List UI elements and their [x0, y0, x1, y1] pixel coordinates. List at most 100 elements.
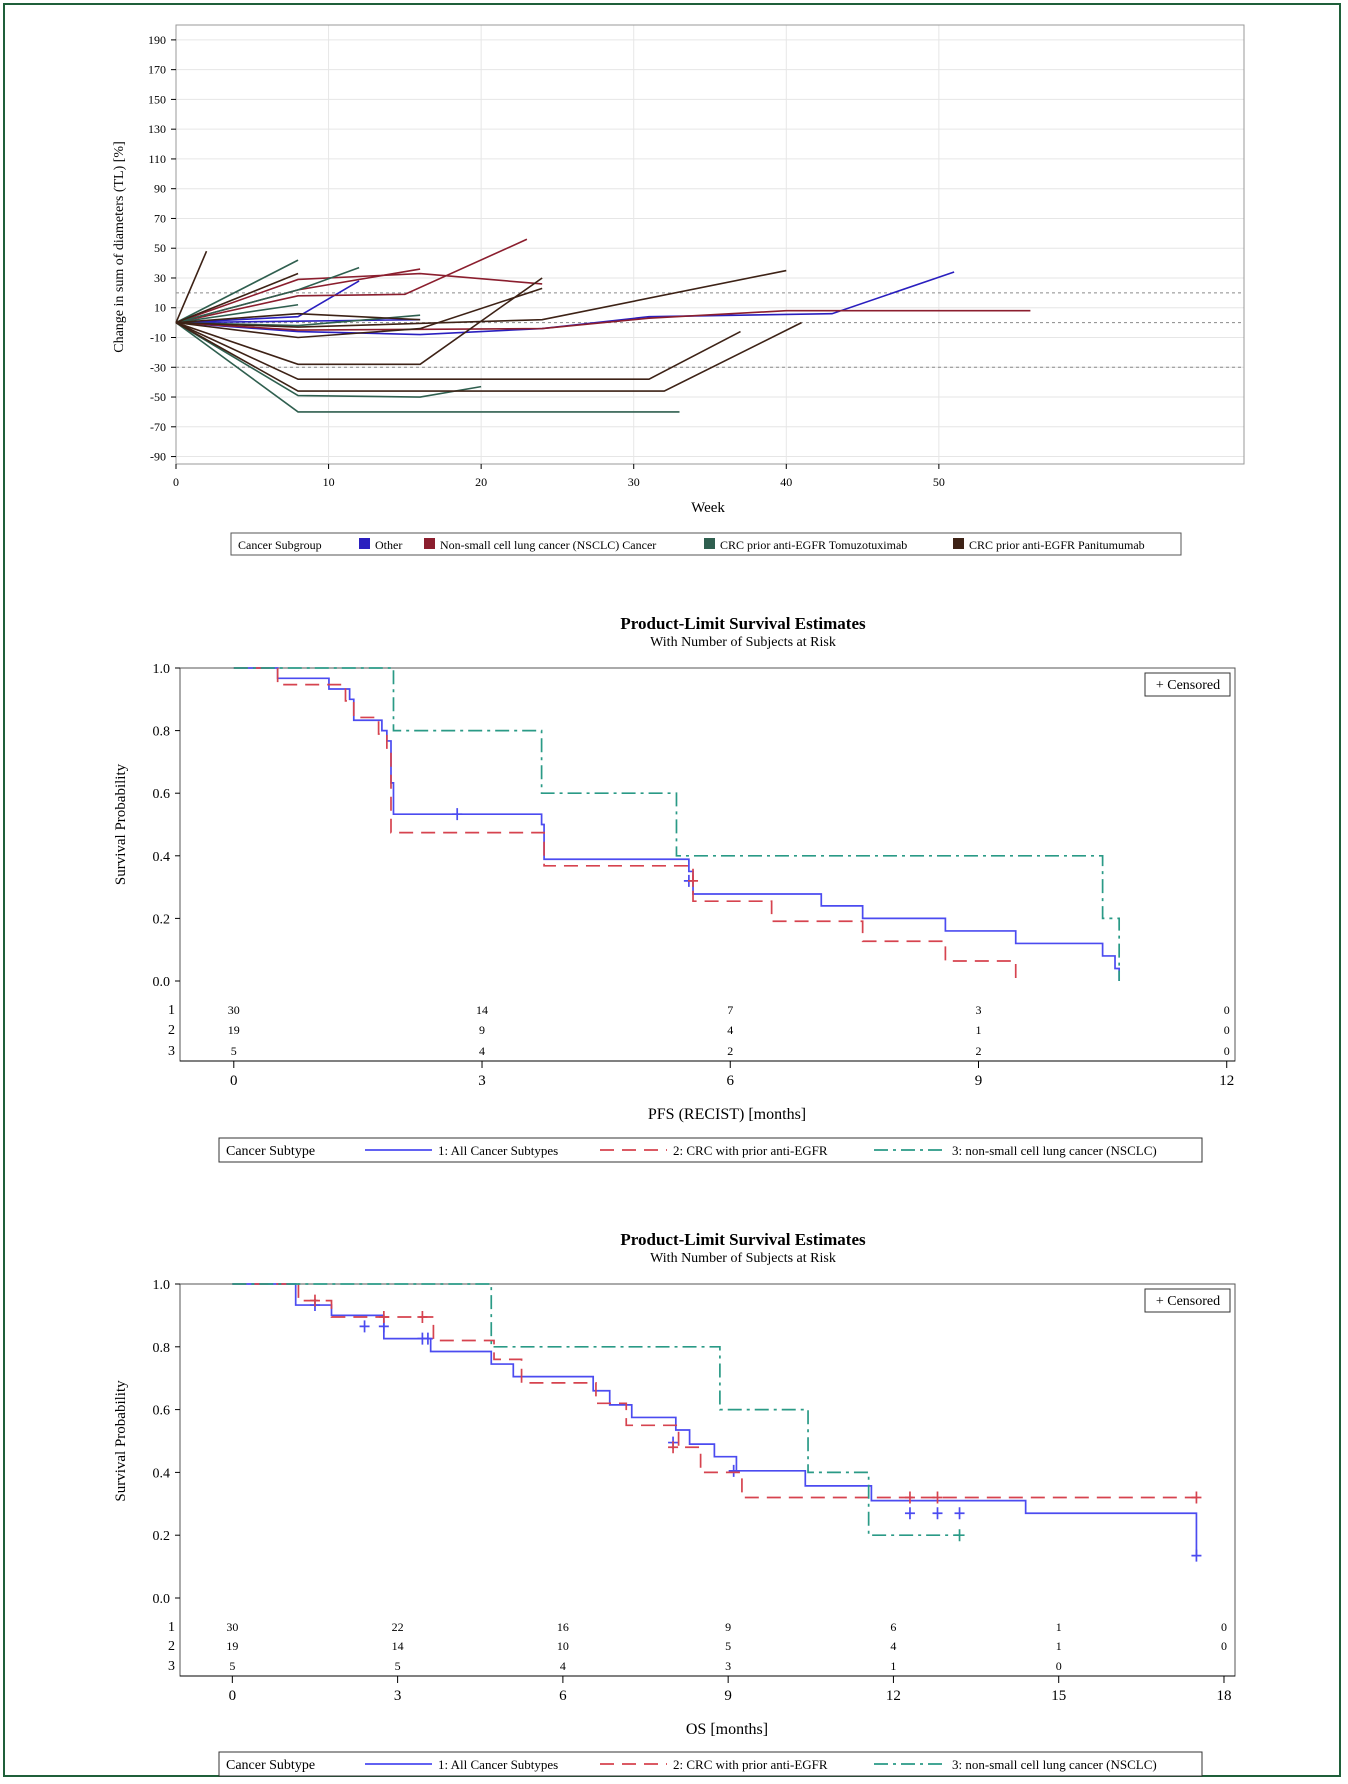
- km-at-risk-value: 0: [1224, 1003, 1230, 1017]
- spider-series-line: [175, 321, 802, 392]
- spider-y-tick-label: -50: [150, 390, 166, 404]
- km-legend-title: Cancer Subtype: [226, 1144, 315, 1159]
- km-censor-mark: [932, 1507, 943, 1520]
- km-y-tick-label: 0.6: [153, 1404, 171, 1419]
- km-censor-mark: [688, 874, 699, 887]
- spider-x-tick-label: 0: [173, 475, 179, 489]
- spider-series-line: [175, 312, 421, 324]
- spider-y-tick-label: 30: [154, 271, 166, 285]
- spider-legend-swatch: [424, 538, 435, 549]
- km-at-risk-value: 5: [725, 1639, 731, 1653]
- spider-x-tick-label: 40: [780, 475, 792, 489]
- km-censored-legend-box: [1144, 672, 1231, 697]
- spider-series-line: [175, 318, 421, 324]
- km-censor-mark: [954, 1507, 965, 1520]
- km-censor-mark: [378, 1310, 389, 1323]
- km-at-risk-value: 1: [890, 1659, 896, 1673]
- spider-legend-label: Non-small cell lung cancer (NSCLC) Cance…: [440, 538, 656, 552]
- spider-legend-label: CRC prior anti-EGFR Panitumumab: [969, 538, 1145, 552]
- km-y-tick-label: 0.6: [153, 787, 171, 802]
- km-y-axis-label: Survival Probability: [113, 763, 129, 885]
- km-at-risk-value: 0: [1056, 1659, 1062, 1673]
- km-at-risk-value: 2: [727, 1044, 733, 1058]
- spider-series-line: [175, 272, 299, 324]
- km-y-tick-label: 1.0: [153, 1278, 171, 1293]
- km-x-tick-label: 12: [1219, 1073, 1234, 1089]
- km-at-risk-value: 0: [1224, 1023, 1230, 1037]
- km-censored-legend-box: [1144, 1288, 1231, 1313]
- km-censor-mark: [728, 1464, 739, 1477]
- spider-legend-swatch: [704, 538, 715, 549]
- km-chart-1: Product-Limit Survival Estimates With Num…: [113, 614, 1236, 1163]
- km-y-tick-label: 0.2: [153, 912, 171, 927]
- km-at-risk-value: 0: [1221, 1620, 1227, 1634]
- spider-series-line: [175, 272, 543, 324]
- spider-series-line: [175, 238, 528, 324]
- km-curve: [232, 1283, 960, 1537]
- km-at-risk-value: 14: [476, 1003, 488, 1017]
- km-legend-label: 1: All Cancer Subtypes: [438, 1143, 558, 1158]
- km-at-risk-value: 0: [1224, 1044, 1230, 1058]
- spider-chart: 190 170 150 130 110 90 70 50 30 10 -10 -30 -50 -70 -90…: [112, 24, 1245, 556]
- spider-x-tick-label: 30: [628, 475, 640, 489]
- km-at-risk-value: 1: [1056, 1620, 1062, 1634]
- km-y-tick-label: 0.8: [153, 1341, 171, 1356]
- km-censor-mark: [904, 1507, 915, 1520]
- km-at-risk-row-label: 1: [168, 1620, 175, 1635]
- km-at-risk-value: 4: [479, 1044, 485, 1058]
- km-x-tick-label: 0: [230, 1073, 238, 1089]
- km-censor-mark: [417, 1310, 428, 1323]
- km-curve: [232, 1283, 1197, 1499]
- km-subtitle: With Number of Subjects at Risk: [650, 1251, 836, 1266]
- spider-series-line: [175, 287, 543, 339]
- km-x-axis-label: PFS (RECIST) [months]: [648, 1106, 806, 1123]
- spider-legend-swatch: [359, 538, 370, 549]
- km-at-risk-value: 19: [226, 1639, 238, 1653]
- km-chart-2: Product-Limit Survival Estimates With Num…: [113, 1230, 1236, 1777]
- spider-series-line: [175, 309, 1031, 331]
- spider-x-tick-label: 20: [475, 475, 487, 489]
- km-at-risk-row-label: 2: [168, 1023, 175, 1038]
- km-at-risk-value: 10: [557, 1639, 569, 1653]
- km-censored-legend: + Censored: [1156, 1294, 1220, 1309]
- km-at-risk-value: 30: [228, 1003, 240, 1017]
- km-at-risk-value: 5: [231, 1044, 237, 1058]
- spider-y-tick-label: 50: [154, 241, 166, 255]
- km-curve: [233, 667, 1017, 981]
- km-y-tick-label: 0.8: [153, 725, 171, 740]
- spider-y-tick-label: 130: [148, 122, 166, 136]
- km-curve: [233, 667, 1121, 981]
- spider-y-tick-label: 90: [154, 182, 166, 196]
- km-y-tick-label: 0.0: [153, 1592, 171, 1607]
- spider-legend-label: CRC prior anti-EGFR Tomuzotuximab: [720, 538, 907, 552]
- km-at-risk-row-label: 3: [168, 1044, 175, 1059]
- km-at-risk-value: 7: [727, 1003, 733, 1017]
- spider-y-tick-label: 10: [154, 301, 166, 315]
- km-at-risk-value: 1: [1056, 1639, 1062, 1653]
- spider-y-tick-label: -10: [150, 331, 166, 345]
- km-censored-legend: + Censored: [1156, 678, 1220, 693]
- spider-legend-swatch: [953, 538, 964, 549]
- km-title: Product-Limit Survival Estimates: [620, 614, 866, 633]
- km-at-risk-row-label: 2: [168, 1639, 175, 1654]
- km-at-risk-value: 16: [557, 1620, 569, 1634]
- km-censor-mark: [668, 1441, 679, 1454]
- km-x-tick-label: 18: [1216, 1688, 1231, 1704]
- km-at-risk-value: 6: [890, 1620, 896, 1634]
- km-at-risk-value: 14: [392, 1639, 404, 1653]
- km-legend-label: 2: CRC with prior anti-EGFR: [673, 1757, 828, 1772]
- spider-y-tick-label: 150: [148, 92, 166, 106]
- km-at-risk-value: 3: [725, 1659, 731, 1673]
- km-at-risk-value: 4: [890, 1639, 896, 1653]
- km-x-axis-label: OS [months]: [686, 1721, 768, 1738]
- km-at-risk-row-label: 1: [168, 1003, 175, 1018]
- km-at-risk-value: 4: [727, 1023, 733, 1037]
- km-censor-mark: [452, 808, 463, 821]
- km-y-tick-label: 1.0: [153, 662, 171, 677]
- km-at-risk-value: 0: [1221, 1639, 1227, 1653]
- km-censor-mark: [422, 1332, 433, 1345]
- km-censor-mark: [359, 1320, 370, 1333]
- km-x-tick-label: 9: [975, 1073, 983, 1089]
- spider-series-line: [175, 250, 208, 323]
